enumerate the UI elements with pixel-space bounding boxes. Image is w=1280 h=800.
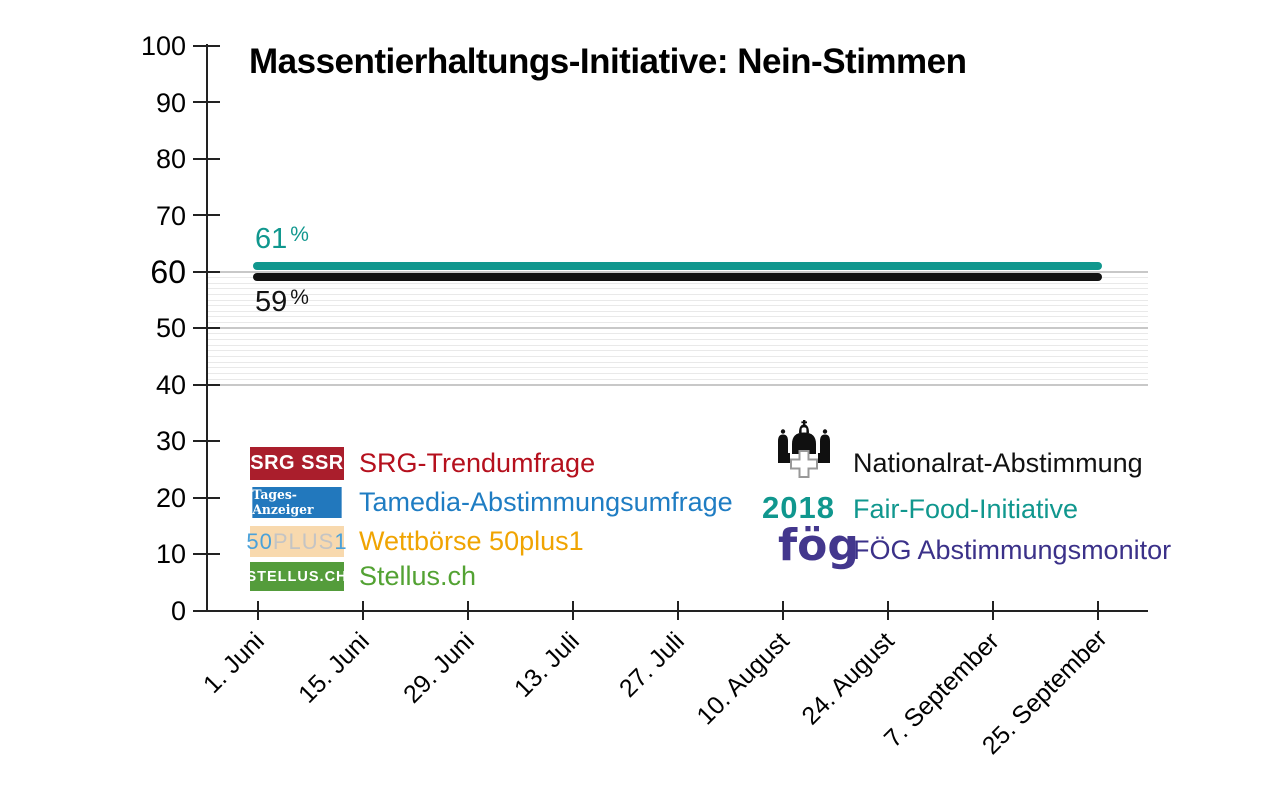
grid-stripe bbox=[206, 333, 1148, 335]
y-tick bbox=[193, 101, 220, 104]
grid-stripe bbox=[206, 344, 1148, 346]
legend-label-nationalrat: Nationalrat-Abstimmung bbox=[853, 448, 1143, 478]
legend-label-fair-food: Fair-Food-Initiative bbox=[853, 494, 1079, 524]
x-tick bbox=[677, 601, 679, 620]
legend-item-srg: SRG SSR SRG-Trendumfrage bbox=[250, 447, 595, 480]
y-tick bbox=[193, 496, 220, 499]
grid-stripe bbox=[206, 355, 1148, 357]
grid-stripe bbox=[206, 327, 1148, 330]
foeg-logo: fög bbox=[778, 520, 859, 571]
y-tick-label: 20 bbox=[155, 482, 186, 513]
y-tick bbox=[193, 609, 220, 612]
grid-stripe bbox=[206, 372, 1148, 374]
y-tick-label: 80 bbox=[155, 144, 186, 175]
grid-stripe bbox=[206, 305, 1148, 307]
y-tick-label: 10 bbox=[155, 539, 186, 570]
series-line-1 bbox=[253, 273, 1102, 282]
x-tick bbox=[572, 601, 574, 620]
y-tick-label: 0 bbox=[170, 595, 186, 626]
grid-stripe bbox=[206, 310, 1148, 312]
grid-stripe bbox=[206, 322, 1148, 324]
percent-sign: % bbox=[290, 286, 309, 310]
x-tick bbox=[257, 601, 259, 620]
series-value-label-1: 59% bbox=[255, 286, 309, 319]
legend-item-stellus: STELLUS.CH Stellus.ch bbox=[246, 561, 477, 592]
y-tick bbox=[193, 553, 220, 556]
y-tick bbox=[193, 270, 220, 273]
y-tick bbox=[193, 383, 220, 386]
legend-sources: SRG SSR SRG-Trendumfrage Tages-Anzeiger … bbox=[246, 447, 770, 597]
y-tick bbox=[193, 327, 220, 330]
grid-stripe bbox=[206, 367, 1148, 369]
parliament-icon bbox=[778, 420, 830, 478]
x-tick bbox=[362, 601, 364, 620]
srg-ssr-logo: SRG SSR bbox=[250, 447, 344, 480]
y-tick bbox=[193, 157, 220, 160]
grid-stripe bbox=[206, 350, 1148, 352]
series-value: 61 bbox=[255, 223, 288, 256]
y-tick bbox=[193, 45, 220, 47]
grid-stripe bbox=[206, 270, 1148, 273]
grid-stripe bbox=[206, 378, 1148, 380]
y-tick-label: 30 bbox=[155, 426, 186, 457]
50plus1-logo-part: 1 bbox=[334, 528, 348, 554]
y-tick bbox=[193, 440, 220, 443]
legend-label-tamedia: Tamedia-Abstimmungsumfrage bbox=[359, 487, 733, 517]
grid-stripe bbox=[206, 282, 1148, 284]
50plus1-logo-part: 50 bbox=[246, 528, 273, 554]
50plus1-logo: 50 PLUS 1 bbox=[246, 526, 348, 557]
y-tick-label: 50 bbox=[155, 313, 186, 344]
series-line-0 bbox=[253, 262, 1102, 271]
y-tick-label: 40 bbox=[155, 369, 186, 400]
tages-anzeiger-logo: Tages-Anzeiger bbox=[252, 487, 342, 518]
grid-stripe bbox=[206, 288, 1148, 290]
series-value: 59 bbox=[255, 286, 288, 319]
legend-item-50plus1: 50 PLUS 1 Wettbörse 50plus1 bbox=[246, 526, 584, 557]
legend-label-srg: SRG-Trendumfrage bbox=[359, 448, 596, 478]
y-tick-label: 90 bbox=[155, 87, 186, 118]
year-2018-logo: 2018 bbox=[762, 490, 835, 525]
legend-item-tamedia: Tages-Anzeiger Tamedia-Abstimmungsumfrag… bbox=[250, 487, 733, 518]
legend-outcomes: Nationalrat-Abstimmung 2018 Fair-Food-In… bbox=[762, 420, 1202, 580]
stellus-logo: STELLUS.CH bbox=[246, 562, 347, 591]
legend-label-foeg: FÖG Abstimmungsmonitor bbox=[853, 535, 1172, 565]
x-tick bbox=[1097, 601, 1099, 620]
grid-stripe bbox=[206, 361, 1148, 363]
grid-stripe bbox=[206, 383, 1148, 386]
y-tick bbox=[193, 214, 220, 217]
legend-label-50plus1: Wettbörse 50plus1 bbox=[359, 526, 584, 556]
y-tick-label: 100 bbox=[140, 31, 186, 62]
grid-stripe bbox=[206, 339, 1148, 341]
percent-sign: % bbox=[290, 223, 309, 247]
x-tick bbox=[782, 601, 784, 620]
chart-title: Massentierhaltungs-Initiative: Nein-Stim… bbox=[249, 42, 967, 81]
x-tick bbox=[887, 601, 889, 620]
series-value-label-0: 61% bbox=[255, 223, 309, 256]
legend-label-stellus: Stellus.ch bbox=[359, 561, 477, 591]
grid-stripe bbox=[206, 316, 1148, 318]
grid-stripe bbox=[206, 299, 1148, 301]
x-tick bbox=[992, 601, 994, 620]
y-tick-label: 70 bbox=[155, 200, 186, 231]
50plus1-logo-part: PLUS bbox=[272, 528, 335, 554]
y-tick-label: 60 bbox=[150, 254, 186, 291]
x-tick bbox=[467, 601, 469, 620]
grid-stripe bbox=[206, 293, 1148, 295]
